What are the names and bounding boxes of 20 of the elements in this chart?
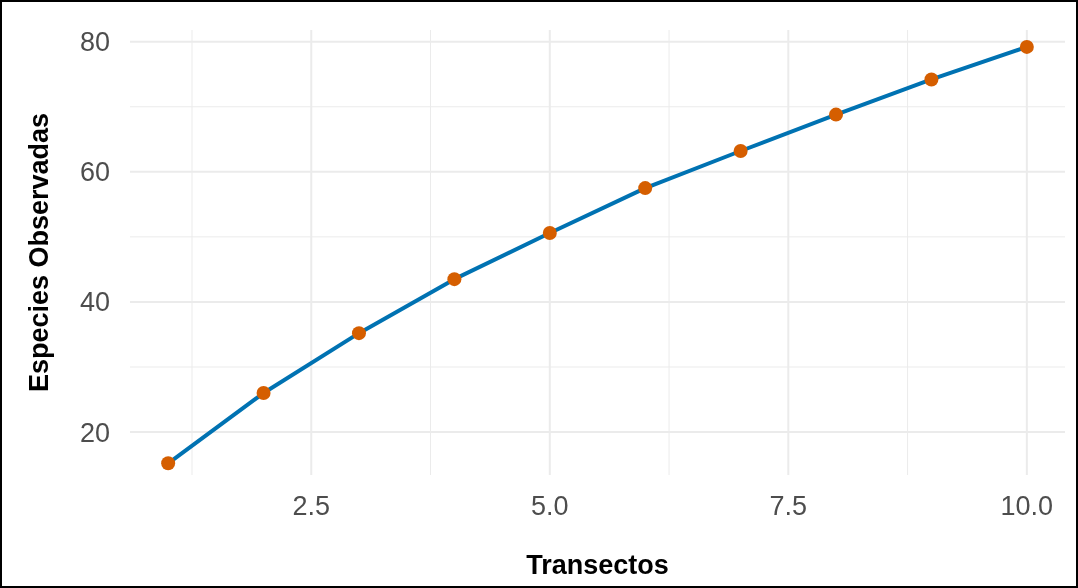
point	[1019, 39, 1034, 54]
y-tick-label: 80	[79, 27, 110, 58]
point	[351, 326, 366, 341]
point	[447, 272, 462, 287]
y-axis-title: Especies Observadas	[24, 112, 54, 393]
point	[924, 72, 939, 87]
y-tick-label: 20	[79, 417, 110, 448]
point	[161, 456, 176, 471]
x-tick-label: 7.5	[769, 491, 808, 521]
x-tick-label: 2.5	[292, 491, 331, 521]
y-tick-label: 60	[79, 157, 110, 188]
x-axis-title: Transectos	[526, 550, 669, 580]
x-tick-label: 5.0	[531, 491, 569, 521]
point	[542, 225, 557, 240]
y-tick-label: 40	[79, 287, 110, 318]
point	[638, 181, 653, 196]
point	[829, 107, 844, 122]
point	[733, 144, 748, 159]
point	[256, 386, 271, 401]
x-tick-label: 10.0	[1000, 491, 1054, 521]
